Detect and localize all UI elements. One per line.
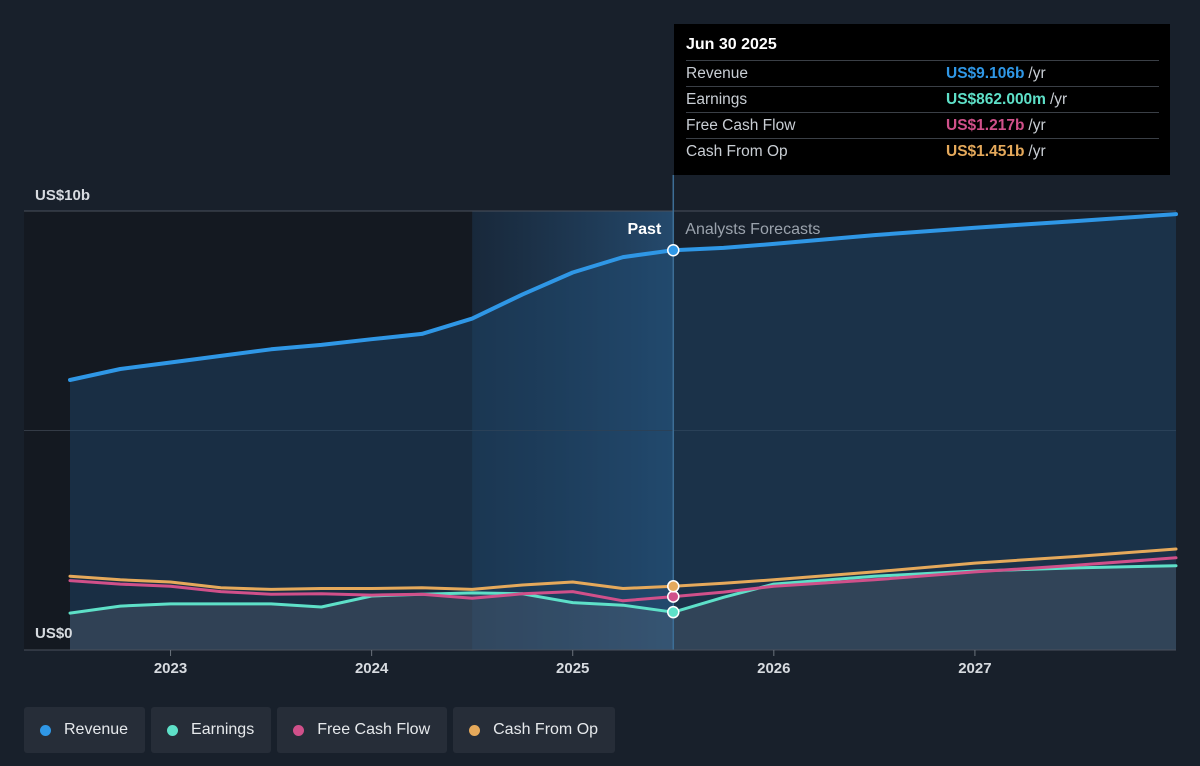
tooltip-row-earnings: Earnings US$862.000m /yr (686, 86, 1159, 112)
legend-dot-icon (293, 724, 305, 736)
marker-free-cash-flow (667, 590, 680, 603)
tooltip-value: US$9.106b (946, 64, 1025, 82)
data-tooltip: Jun 30 2025 Revenue US$9.106b /yr Earnin… (674, 24, 1170, 175)
legend-dot-icon (40, 724, 51, 736)
legend-label: Earnings (191, 721, 255, 738)
y-top-label: US$10b (35, 187, 90, 204)
legend-dot-icon (167, 724, 179, 736)
legend-dot-icon (469, 724, 481, 736)
legend-item-revenue[interactable]: Revenue (24, 707, 146, 753)
line-free-cash-flow (68, 556, 1178, 603)
tooltip-unit: /yr (1028, 142, 1046, 160)
x-tick-label: 2025 (556, 660, 589, 677)
area-revenue (70, 214, 1176, 650)
x-tick-label: 2024 (355, 660, 389, 677)
tooltip-value: US$1.451b (946, 142, 1025, 160)
legend-label: Revenue (64, 721, 129, 738)
line-earnings (68, 564, 1178, 615)
y-bottom-label: US$0 (35, 625, 73, 642)
forecast-label: Analysts Forecasts (685, 221, 820, 238)
line-revenue (68, 212, 1178, 382)
tooltip-date: Jun 30 2025 (686, 36, 777, 53)
tooltip-unit: /yr (1028, 116, 1046, 134)
legend-label: Free Cash Flow (317, 721, 431, 738)
tooltip-label: Revenue (686, 64, 749, 82)
tooltip-label: Free Cash Flow (686, 116, 796, 134)
marker-cash-from-op (667, 580, 680, 593)
legend-label: Cash From Op (493, 721, 599, 738)
legend-item-free-cash-flow[interactable]: Free Cash Flow (277, 707, 448, 753)
x-tick-label: 2026 (757, 660, 790, 677)
tooltip-value: US$862.000m (946, 90, 1046, 108)
x-tick-label: 2023 (154, 660, 187, 677)
financial-chart: 2023 2024 2025 2026 2027 US$10b US$0 Past Analys… (24, 175, 1178, 677)
legend-item-earnings[interactable]: Earnings (151, 707, 272, 753)
chart-legend: Revenue Earnings Free Cash Flow Cash Fro… (24, 707, 616, 753)
marker-earnings (667, 605, 680, 619)
marker-revenue (667, 243, 680, 257)
tooltip-label: Cash From Op (686, 142, 788, 160)
tooltip-unit: /yr (1028, 64, 1046, 82)
tooltip-row-free-cash-flow: Free Cash Flow US$1.217b /yr (686, 112, 1159, 138)
tooltip-row-revenue: Revenue US$9.106b /yr (686, 60, 1159, 86)
past-label: Past (627, 221, 661, 238)
legend-item-cash-from-op[interactable]: Cash From Op (453, 707, 616, 753)
x-tick-label: 2027 (958, 660, 991, 677)
line-cash-from-op (68, 547, 1178, 591)
tooltip-value: US$1.217b (946, 116, 1025, 134)
tooltip-row-cash-from-op: Cash From Op US$1.451b /yr (686, 138, 1159, 164)
tooltip-label: Earnings (686, 90, 748, 108)
area-earnings (70, 565, 1176, 650)
tooltip-unit: /yr (1049, 90, 1068, 108)
